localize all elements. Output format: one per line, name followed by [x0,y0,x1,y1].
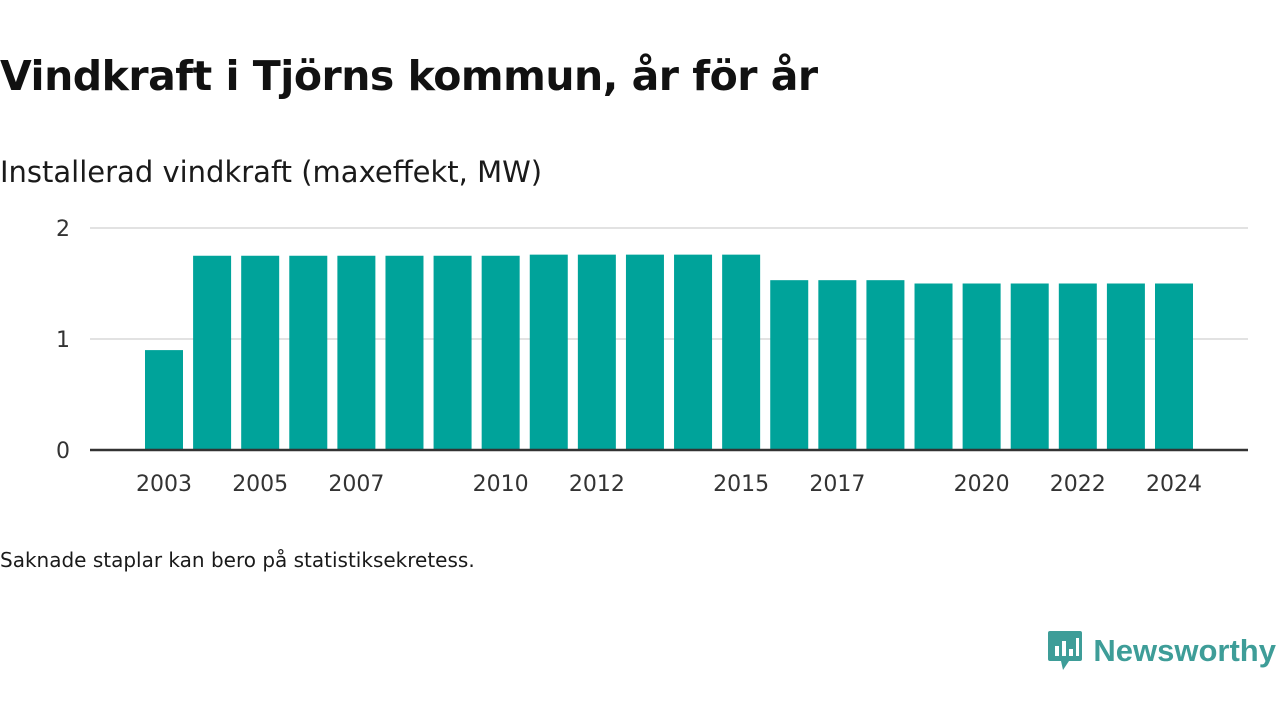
bar-2020 [962,283,1001,450]
bar-2014 [674,254,713,450]
brand-logo: Newsworthy [1047,628,1276,674]
bar-chart-speech-bubble-icon [1048,631,1083,670]
y-tick-label: 0 [56,439,70,464]
x-tick-label: 2005 [232,472,288,497]
chart-subtitle: Installerad vindkraft (maxeffekt, MW) [0,155,543,189]
bar-2004 [193,255,232,450]
bar-2009 [433,255,472,450]
bar-2019 [914,283,953,450]
bar-2013 [625,254,664,450]
footnote: Saknade staplar kan bero på statistiksek… [0,548,475,572]
bar-2024 [1155,283,1193,450]
bar-2007 [337,255,376,450]
x-tick-label: 2017 [809,472,865,497]
bar-2018 [866,280,905,450]
x-tick-label: 2007 [328,472,384,497]
x-tick-label: 2015 [713,472,769,497]
x-tick-label: 2012 [569,472,625,497]
bar-2021 [1010,283,1049,450]
x-tick-label: 2020 [954,472,1010,497]
bar-2008 [385,255,424,450]
bar-2005 [241,255,280,450]
bars [145,254,1193,450]
bar-2017 [818,280,857,450]
bar-2023 [1106,283,1145,450]
bar-2022 [1058,283,1097,450]
bar-2012 [577,254,616,450]
bar-2015 [722,254,761,450]
y-tick-labels: 0 1 2 [56,217,70,464]
x-tick-label: 2010 [473,472,529,497]
brand-name: Newsworthy [1093,633,1276,668]
bar-2006 [289,255,328,450]
gridlines [90,227,1248,340]
bar-2011 [529,254,568,450]
x-tick-labels: 2003 2005 2007 2010 2012 2015 2017 2020 2022 2024 [136,472,1202,497]
y-tick-label: 1 [56,328,70,353]
bar-2016 [770,280,809,450]
x-tick-label: 2022 [1050,472,1106,497]
bar-2003 [145,350,183,450]
y-tick-label: 2 [56,217,70,242]
chart-title: Vindkraft i Tjörns kommun, år för år [0,52,818,100]
bar-2010 [481,255,520,450]
x-tick-label: 2024 [1146,472,1202,497]
x-tick-label: 2003 [136,472,192,497]
